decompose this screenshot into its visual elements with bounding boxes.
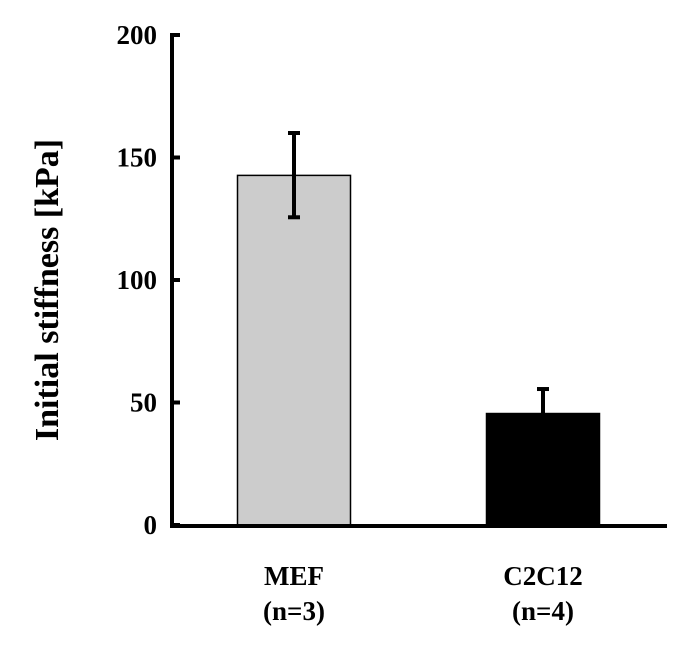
x-tick-sublabel: (n=3) bbox=[263, 596, 325, 626]
y-axis-label: Initial stiffness [kPa] bbox=[29, 139, 66, 441]
bar-mef bbox=[236, 174, 352, 526]
x-tick-label: MEF bbox=[264, 561, 324, 591]
y-tick-label: 200 bbox=[117, 20, 158, 50]
bar-c2c12 bbox=[485, 412, 601, 526]
y-tick-label: 0 bbox=[144, 510, 158, 540]
y-tick-label: 150 bbox=[117, 143, 158, 173]
y-tick-label: 100 bbox=[117, 265, 158, 295]
y-tick-label: 50 bbox=[130, 388, 157, 418]
x-tick-sublabel: (n=4) bbox=[512, 596, 574, 626]
x-tick-label: C2C12 bbox=[503, 561, 583, 591]
